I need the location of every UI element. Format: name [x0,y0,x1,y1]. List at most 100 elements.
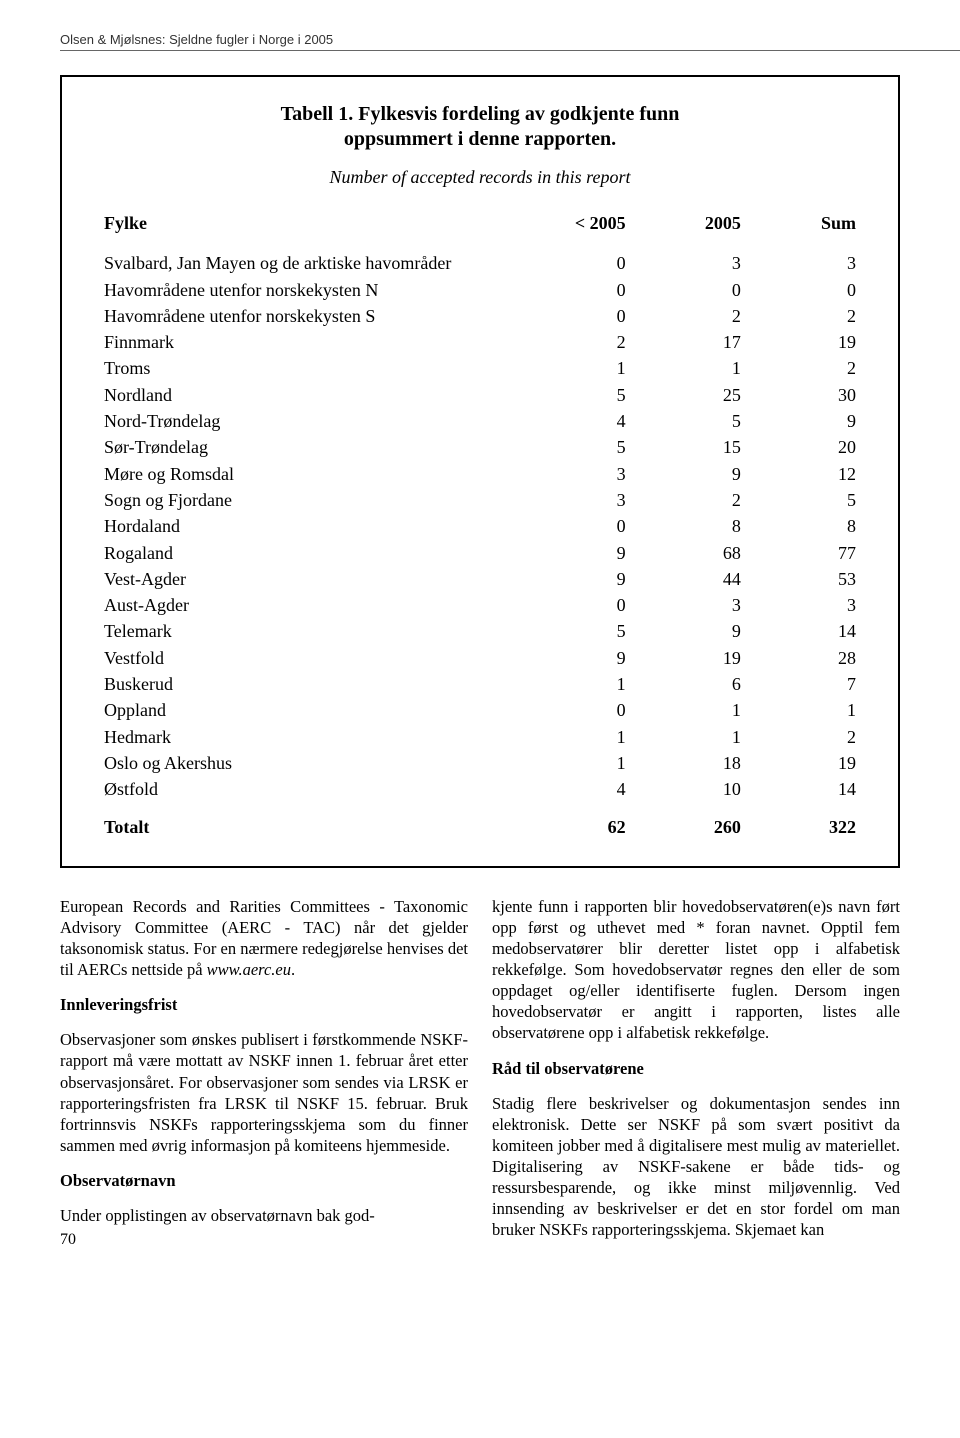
left-h1: Innleveringsfrist [60,994,468,1015]
cell-num: 14 [741,776,856,802]
total-label: Totalt [104,803,511,840]
table-row: Sogn og Fjordane325 [104,487,856,513]
fylke-table: Fylke < 2005 2005 Sum Svalbard, Jan Maye… [104,210,856,840]
cell-num: 2 [741,355,856,381]
cell-num: 19 [741,750,856,776]
cell-num: 9 [511,566,626,592]
table-italic-caption: Number of accepted records in this repor… [104,167,856,188]
cell-num: 0 [511,277,626,303]
cell-fylke: Nordland [104,382,511,408]
cell-num: 53 [741,566,856,592]
cell-num: 1 [511,671,626,697]
table-title-line1: Tabell 1. Fylkesvis fordeling av godkjen… [104,103,856,126]
cell-fylke: Hordaland [104,513,511,539]
cell-num: 0 [511,250,626,276]
cell-num: 2 [626,487,741,513]
table-row: Møre og Romsdal3912 [104,461,856,487]
cell-num: 19 [626,645,741,671]
cell-num: 0 [626,277,741,303]
cell-num: 25 [626,382,741,408]
cell-num: 28 [741,645,856,671]
cell-num: 12 [741,461,856,487]
total-2005: 260 [626,803,741,840]
table-row: Sør-Trøndelag51520 [104,434,856,460]
table-row: Nord-Trøndelag459 [104,408,856,434]
table-row: Telemark5914 [104,618,856,644]
cell-fylke: Møre og Romsdal [104,461,511,487]
left-p2: Observasjoner som ønskes publisert i før… [60,1029,468,1156]
running-header-text: Olsen & Mjølsnes: Sjeldne fugler i Norge… [60,32,333,47]
cell-num: 0 [511,513,626,539]
cell-fylke: Rogaland [104,540,511,566]
cell-num: 1 [626,724,741,750]
cell-num: 8 [626,513,741,539]
table-row: Hordaland088 [104,513,856,539]
cell-fylke: Buskerud [104,671,511,697]
cell-num: 4 [511,776,626,802]
cell-fylke: Telemark [104,618,511,644]
table-row: Aust-Agder033 [104,592,856,618]
cell-num: 4 [511,408,626,434]
right-p2: Stadig flere beskrivelser og dokumentasj… [492,1093,900,1241]
left-h2: Observatørnavn [60,1170,468,1191]
left-p1: European Records and Rarities Committees… [60,896,468,980]
table-row: Oppland011 [104,697,856,723]
table-row: Havområdene utenfor norskekysten S022 [104,303,856,329]
cell-num: 9 [626,618,741,644]
table-row: Hedmark112 [104,724,856,750]
cell-fylke: Aust-Agder [104,592,511,618]
cell-num: 14 [741,618,856,644]
cell-num: 30 [741,382,856,408]
left-p3: Under opplistingen av observatørnavn bak… [60,1205,468,1226]
table-row: Nordland52530 [104,382,856,408]
cell-fylke: Troms [104,355,511,381]
right-p1: kjente funn i rapporten blir hovedobserv… [492,896,900,1044]
running-header: Olsen & Mjølsnes: Sjeldne fugler i Norge… [60,32,900,51]
cell-fylke: Vest-Agder [104,566,511,592]
table-box: Tabell 1. Fylkesvis fordeling av godkjen… [60,75,900,868]
cell-num: 3 [511,461,626,487]
left-column: European Records and Rarities Committees… [60,896,468,1251]
col-header-fylke: Fylke [104,210,511,236]
cell-fylke: Vestfold [104,645,511,671]
cell-num: 2 [741,303,856,329]
table-row: Vestfold91928 [104,645,856,671]
cell-fylke: Oslo og Akershus [104,750,511,776]
col-header-2005: 2005 [626,210,741,236]
cell-fylke: Sogn og Fjordane [104,487,511,513]
cell-num: 9 [511,645,626,671]
cell-num: 5 [511,382,626,408]
cell-fylke: Finnmark [104,329,511,355]
cell-num: 9 [511,540,626,566]
cell-num: 3 [741,592,856,618]
table-row: Rogaland96877 [104,540,856,566]
cell-num: 5 [511,618,626,644]
table-row: Buskerud167 [104,671,856,697]
cell-num: 3 [626,592,741,618]
cell-num: 5 [741,487,856,513]
cell-num: 10 [626,776,741,802]
cell-fylke: Sør-Trøndelag [104,434,511,460]
cell-num: 1 [741,697,856,723]
cell-num: 0 [511,697,626,723]
table-row: Havområdene utenfor norskekysten N000 [104,277,856,303]
cell-num: 1 [626,697,741,723]
cell-num: 7 [741,671,856,697]
cell-num: 1 [626,355,741,381]
table-row: Troms112 [104,355,856,381]
cell-num: 2 [741,724,856,750]
cell-num: 68 [626,540,741,566]
table-row: Oslo og Akershus11819 [104,750,856,776]
table-header-row: Fylke < 2005 2005 Sum [104,210,856,236]
cell-fylke: Nord-Trøndelag [104,408,511,434]
cell-num: 2 [626,303,741,329]
cell-num: 3 [626,250,741,276]
cell-num: 17 [626,329,741,355]
page-number: 70 [60,1230,468,1250]
cell-num: 1 [511,724,626,750]
total-sum: 322 [741,803,856,840]
col-header-sum: Sum [741,210,856,236]
cell-num: 1 [511,750,626,776]
cell-fylke: Hedmark [104,724,511,750]
cell-num: 6 [626,671,741,697]
